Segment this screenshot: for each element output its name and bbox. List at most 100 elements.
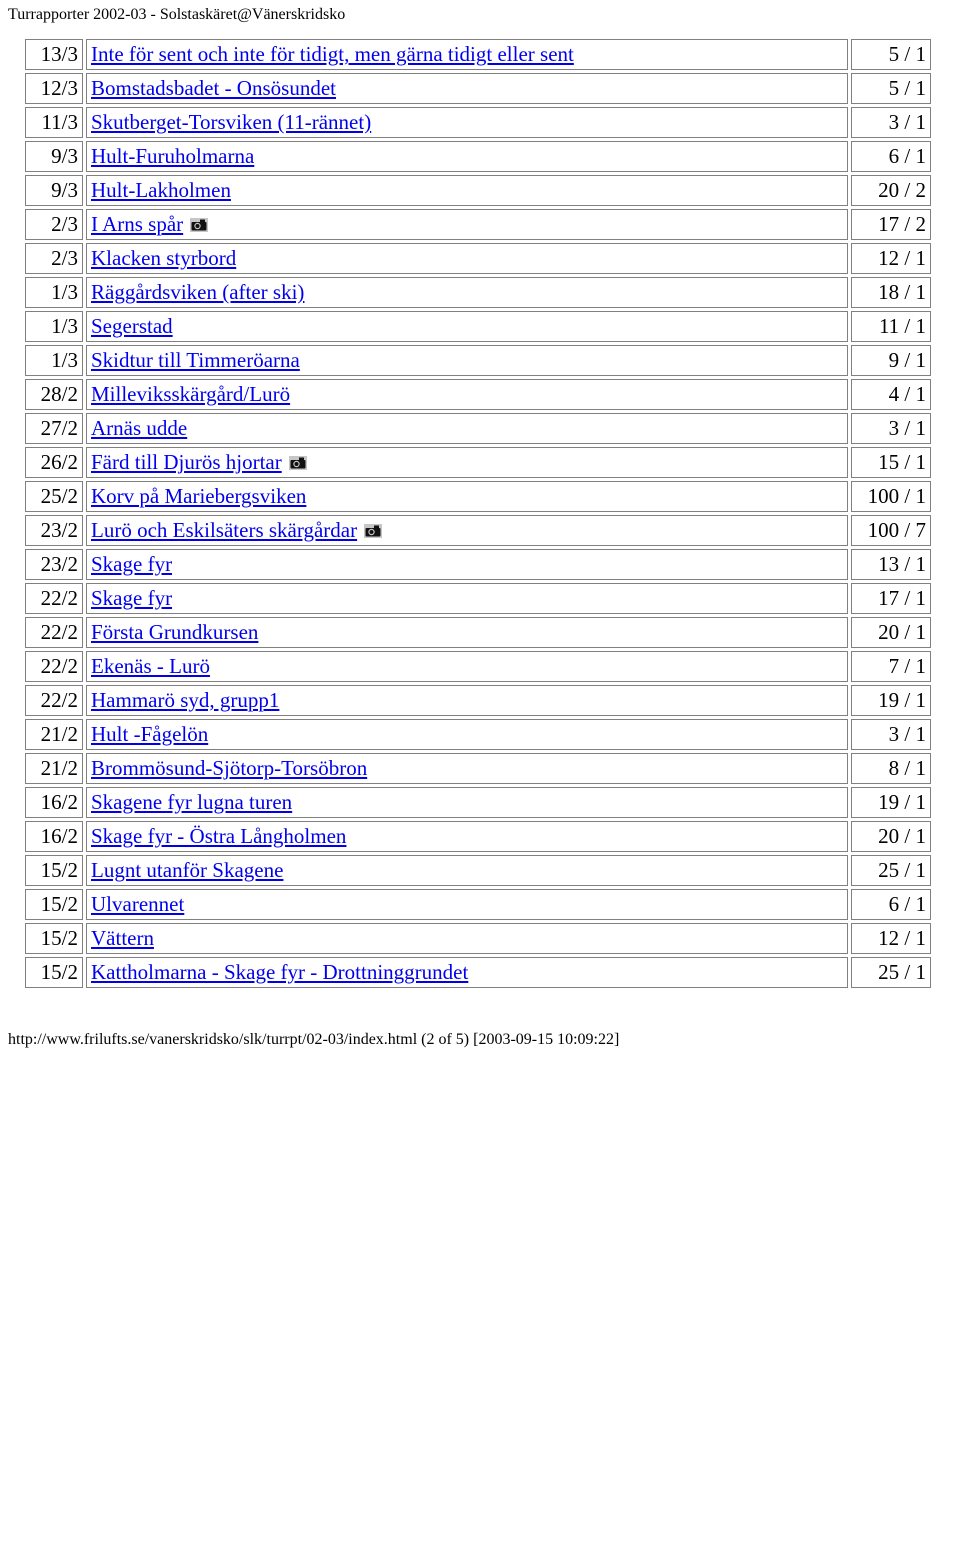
row-name-cell: Lurö och Eskilsäters skärgårdar [86,515,848,546]
tour-link[interactable]: Inte för sent och inte för tidigt, men g… [91,42,574,66]
row-score: 6 / 1 [851,889,931,920]
row-date: 1/3 [25,277,83,308]
tour-link[interactable]: Ulvarennet [91,892,184,916]
table-row: 23/2Lurö och Eskilsäters skärgårdar 100 … [25,515,931,546]
tour-link[interactable]: Hammarö syd, grupp1 [91,688,279,712]
row-name-cell: Brommösund-Sjötorp-Torsöbron [86,753,848,784]
row-date: 22/2 [25,651,83,682]
table-row: 1/3Segerstad11 / 1 [25,311,931,342]
tour-link[interactable]: Bomstadsbadet - Onsösundet [91,76,336,100]
tour-link[interactable]: Kattholmarna - Skage fyr - Drottninggrun… [91,960,468,984]
row-name-cell: Ulvarennet [86,889,848,920]
footer-text: http://www.frilufts.se/vanerskridsko/slk… [8,1031,619,1048]
row-name-cell: Räggårdsviken (after ski) [86,277,848,308]
row-name-cell: Skagene fyr lugna turen [86,787,848,818]
tour-link[interactable]: Skagene fyr lugna turen [91,790,292,814]
row-name-cell: Vättern [86,923,848,954]
row-date: 15/2 [25,889,83,920]
row-date: 23/2 [25,515,83,546]
row-date: 16/2 [25,821,83,852]
row-score: 100 / 1 [851,481,931,512]
table-row: 22/2Skage fyr17 / 1 [25,583,931,614]
tour-link[interactable]: Hult-Lakholmen [91,178,231,202]
table-row: 26/2Färd till Djurös hjortar 15 / 1 [25,447,931,478]
tour-link[interactable]: Skutberget-Torsviken (11-rännet) [91,110,371,134]
table-row: 22/2 Hammarö syd, grupp1 19 / 1 [25,685,931,716]
table-row: 22/2 Ekenäs - Lurö 7 / 1 [25,651,931,682]
row-score: 3 / 1 [851,719,931,750]
tour-link[interactable]: Lurö och Eskilsäters skärgårdar [91,518,357,542]
tour-link[interactable]: Ekenäs - Lurö [91,654,210,678]
tour-link[interactable]: Räggårdsviken (after ski) [91,280,304,304]
table-row: 15/2Lugnt utanför Skagene25 / 1 [25,855,931,886]
row-date: 25/2 [25,481,83,512]
table-row: 9/3Hult-Lakholmen20 / 2 [25,175,931,206]
page-header: Turrapporter 2002-03 - Solstaskäret@Väne… [0,0,960,28]
tour-link[interactable]: Korv på Mariebergsviken [91,484,306,508]
tour-link[interactable]: Hult -Fågelön [91,722,208,746]
row-score: 5 / 1 [851,39,931,70]
row-name-cell: Hult-Furuholmarna [86,141,848,172]
table-row: 16/2 Skage fyr - Östra Långholmen 20 / 1 [25,821,931,852]
table-row: 21/2Brommösund-Sjötorp-Torsöbron8 / 1 [25,753,931,784]
tour-link[interactable]: Lugnt utanför Skagene [91,858,283,882]
header-text: Turrapporter 2002-03 - Solstaskäret@Väne… [8,6,345,23]
row-score: 11 / 1 [851,311,931,342]
row-name-cell: Inte för sent och inte för tidigt, men g… [86,39,848,70]
tour-link[interactable]: Första Grundkursen [91,620,258,644]
table-row: 11/3Skutberget-Torsviken (11-rännet)3 / … [25,107,931,138]
table-row: 2/3 I Arns spår 17 / 2 [25,209,931,240]
row-date: 21/2 [25,753,83,784]
main-content: 13/3Inte för sent och inte för tidigt, m… [0,28,960,991]
tour-link[interactable]: Vättern [91,926,154,950]
row-score: 5 / 1 [851,73,931,104]
tour-link[interactable]: Segerstad [91,314,173,338]
tour-link[interactable]: Skage fyr [91,586,172,610]
row-score: 9 / 1 [851,345,931,376]
row-date: 27/2 [25,413,83,444]
camera-icon [289,456,307,470]
table-row: 25/2 Korv på Mariebergsviken 100 / 1 [25,481,931,512]
row-date: 9/3 [25,141,83,172]
row-date: 15/2 [25,957,83,988]
row-name-cell: Lugnt utanför Skagene [86,855,848,886]
tour-link[interactable]: I Arns spår [91,212,183,236]
row-date: 22/2 [25,685,83,716]
table-row: 27/2Arnäs udde3 / 1 [25,413,931,444]
row-date: 22/2 [25,583,83,614]
table-row: 16/2Skagene fyr lugna turen19 / 1 [25,787,931,818]
row-name-cell: Första Grundkursen [86,617,848,648]
tour-link[interactable]: Brommösund-Sjötorp-Torsöbron [91,756,367,780]
row-score: 12 / 1 [851,923,931,954]
row-score: 13 / 1 [851,549,931,580]
row-score: 19 / 1 [851,685,931,716]
row-score: 7 / 1 [851,651,931,682]
row-date: 2/3 [25,209,83,240]
tour-link[interactable]: Färd till Djurös hjortar [91,450,282,474]
row-name-cell: Hult-Lakholmen [86,175,848,206]
tour-link[interactable]: Skage fyr [91,552,172,576]
row-score: 15 / 1 [851,447,931,478]
tour-link[interactable]: Milleviksskärgård/Lurö [91,382,290,406]
row-name-cell: Segerstad [86,311,848,342]
tour-link[interactable]: Klacken styrbord [91,246,236,270]
tour-link[interactable]: Hult-Furuholmarna [91,144,254,168]
row-score: 12 / 1 [851,243,931,274]
row-name-cell: Skidtur till Timmeröarna [86,345,848,376]
row-score: 4 / 1 [851,379,931,410]
tour-link[interactable]: Skidtur till Timmeröarna [91,348,300,372]
table-row: 13/3Inte för sent och inte för tidigt, m… [25,39,931,70]
page-footer: http://www.frilufts.se/vanerskridsko/slk… [0,991,960,1059]
tour-link[interactable]: Arnäs udde [91,416,187,440]
row-name-cell: Arnäs udde [86,413,848,444]
camera-icon [190,218,208,232]
row-name-cell: Klacken styrbord [86,243,848,274]
row-date: 28/2 [25,379,83,410]
row-score: 19 / 1 [851,787,931,818]
row-score: 6 / 1 [851,141,931,172]
tour-link[interactable]: Skage fyr - Östra Långholmen [91,824,346,848]
row-score: 20 / 1 [851,821,931,852]
row-score: 17 / 2 [851,209,931,240]
row-score: 18 / 1 [851,277,931,308]
camera-icon [364,524,382,538]
